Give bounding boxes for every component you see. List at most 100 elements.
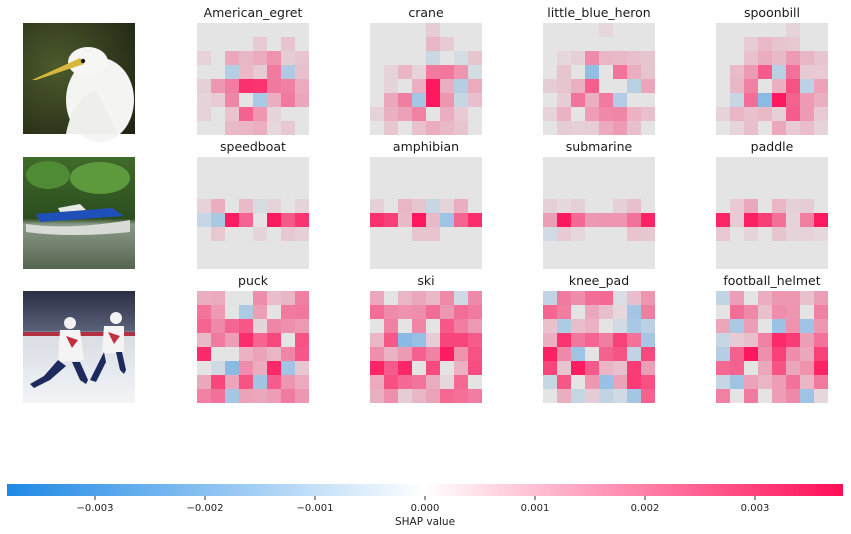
shap-cell — [440, 79, 454, 93]
shap-cell — [267, 93, 281, 107]
shap-cell — [613, 291, 627, 305]
shap-cell — [426, 227, 440, 241]
shap-cell — [772, 107, 786, 121]
shap-cell — [772, 375, 786, 389]
shap-cell — [758, 93, 772, 107]
shap-cell — [370, 347, 384, 361]
shap-cell — [384, 305, 398, 319]
shap-cell — [814, 319, 828, 333]
shap-cell — [440, 65, 454, 79]
shap-cell — [253, 227, 267, 241]
shap-cell — [814, 79, 828, 93]
shap-cell — [800, 333, 814, 347]
shap-cell — [744, 319, 758, 333]
shap-cell — [426, 375, 440, 389]
shap-cell — [627, 199, 641, 213]
shap-cell — [730, 121, 744, 135]
shap-cell — [253, 361, 267, 375]
colorbar-tick-label: −0.002 — [186, 503, 223, 514]
shap-cell — [772, 37, 786, 51]
shap-cell — [253, 319, 267, 333]
shap-cell — [239, 347, 253, 361]
shap-cell — [225, 51, 239, 65]
shap-cell — [398, 361, 412, 375]
shap-cell — [730, 375, 744, 389]
shap-cell — [412, 213, 426, 227]
shap-cell — [786, 389, 800, 403]
shap-cell — [814, 361, 828, 375]
panel-title-puck: puck — [238, 273, 269, 288]
shap-cell — [786, 347, 800, 361]
shap-cell — [627, 291, 641, 305]
panel-title-ski: ski — [417, 273, 434, 288]
shap-cell — [281, 65, 295, 79]
shap-cell — [543, 361, 557, 375]
shap-cell — [758, 65, 772, 79]
shap-cell — [197, 79, 211, 93]
shap-panel-ski — [370, 291, 482, 403]
shap-cell — [454, 93, 468, 107]
shap-cell — [239, 79, 253, 93]
shap-cell — [571, 51, 585, 65]
shap-cell — [384, 375, 398, 389]
shap-cell — [730, 93, 744, 107]
shap-cell — [454, 389, 468, 403]
shap-cell — [267, 107, 281, 121]
shap-cell — [197, 333, 211, 347]
colorbar-tick-label: 0.001 — [521, 503, 550, 514]
shap-cell — [599, 333, 613, 347]
shap-cell — [800, 361, 814, 375]
shap-cell — [239, 319, 253, 333]
shap-cell — [426, 291, 440, 305]
shap-cell — [744, 199, 758, 213]
shap-cell — [267, 51, 281, 65]
shap-cell — [744, 37, 758, 51]
shap-cell — [225, 79, 239, 93]
shap-cell — [730, 291, 744, 305]
shap-cell — [384, 65, 398, 79]
shap-cell — [557, 333, 571, 347]
shap-cell — [211, 213, 225, 227]
shap-cell — [613, 333, 627, 347]
shap-cell — [281, 79, 295, 93]
shap-cell — [426, 389, 440, 403]
shap-cell — [295, 213, 309, 227]
shap-cell — [800, 93, 814, 107]
shap-cell — [543, 227, 557, 241]
shap-cell — [814, 333, 828, 347]
shap-cell — [744, 65, 758, 79]
colorbar-label: SHAP value — [395, 516, 455, 528]
shap-cell — [225, 361, 239, 375]
shap-cell — [571, 333, 585, 347]
shap-cell — [440, 121, 454, 135]
shap-cell — [758, 107, 772, 121]
shap-cell — [758, 333, 772, 347]
shap-cell — [814, 51, 828, 65]
shap-cell — [613, 65, 627, 79]
shap-cell — [295, 305, 309, 319]
shap-cell — [772, 227, 786, 241]
shap-cell — [412, 79, 426, 93]
shap-cell — [440, 333, 454, 347]
shap-cell — [440, 107, 454, 121]
shap-cell — [786, 305, 800, 319]
shap-cell — [197, 51, 211, 65]
shap-cell — [412, 375, 426, 389]
shap-cell — [225, 333, 239, 347]
shap-cell — [557, 305, 571, 319]
shap-cell — [814, 213, 828, 227]
shap-cell — [772, 389, 786, 403]
shap-cell — [211, 199, 225, 213]
shap-cell — [786, 291, 800, 305]
shap-cell — [267, 347, 281, 361]
shap-cell — [370, 107, 384, 121]
shap-cell — [426, 213, 440, 227]
shap-cell — [468, 213, 482, 227]
shap-cell — [585, 333, 599, 347]
shap-cell — [730, 333, 744, 347]
panel-title-paddle: paddle — [751, 139, 794, 154]
shap-cell — [613, 107, 627, 121]
shap-cell — [398, 65, 412, 79]
shap-cell — [398, 333, 412, 347]
shap-cell — [585, 79, 599, 93]
